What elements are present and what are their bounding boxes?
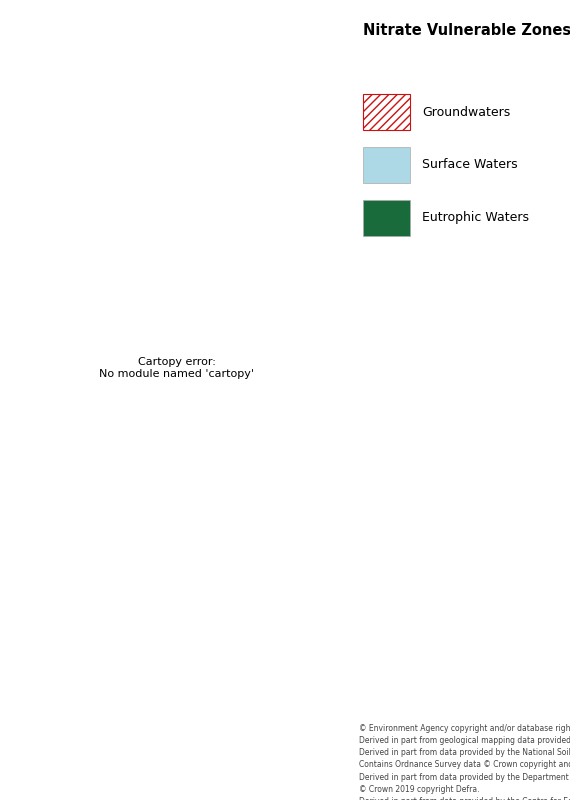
- FancyBboxPatch shape: [363, 146, 410, 182]
- FancyBboxPatch shape: [363, 94, 410, 130]
- Text: Surface Waters: Surface Waters: [422, 158, 518, 171]
- Text: Eutrophic Waters: Eutrophic Waters: [422, 211, 530, 224]
- Text: Groundwaters: Groundwaters: [422, 106, 511, 118]
- Text: © Environment Agency copyright and/or database right 2019. All rights reserved.
: © Environment Agency copyright and/or da…: [359, 724, 570, 800]
- Text: Nitrate Vulnerable Zones (NVZ) England: Nitrate Vulnerable Zones (NVZ) England: [363, 23, 570, 38]
- Text: Cartopy error:
No module named 'cartopy': Cartopy error: No module named 'cartopy': [99, 357, 254, 379]
- FancyBboxPatch shape: [363, 200, 410, 235]
